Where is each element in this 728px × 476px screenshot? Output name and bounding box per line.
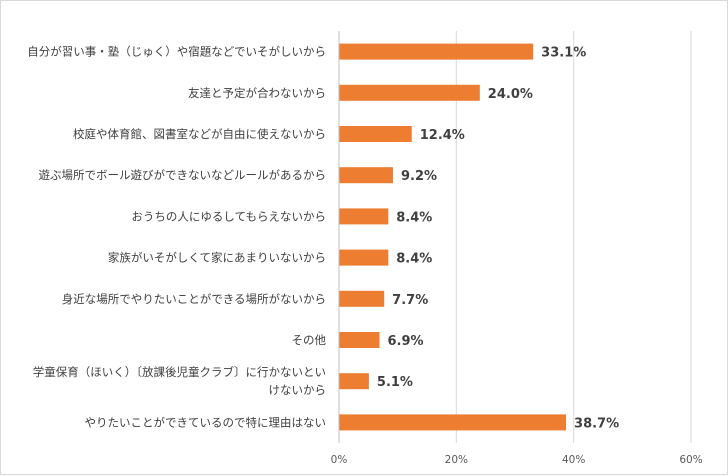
data-label: 7.7% xyxy=(392,293,428,308)
category-label: 自分が習い事・塾（じゅく）や宿題などでいそがしいから xyxy=(27,45,326,59)
data-label: 8.4% xyxy=(396,252,432,267)
data-label: 24.0% xyxy=(488,87,533,102)
data-label: 5.1% xyxy=(377,375,413,390)
data-label: 38.7% xyxy=(574,416,619,431)
x-tick-label: 60% xyxy=(679,454,702,466)
bar xyxy=(339,373,369,390)
x-tick-label: 0% xyxy=(331,454,348,466)
bar xyxy=(339,290,385,307)
bar xyxy=(339,332,380,348)
bar xyxy=(339,43,534,60)
category-label: 家族がいそがしくて家にあまりいないから xyxy=(108,251,326,265)
category-label: やりたいことができているので特に理由はない xyxy=(85,415,327,429)
category-label: その他 xyxy=(292,333,327,347)
data-label: 6.9% xyxy=(387,334,423,349)
x-tick-label: 20% xyxy=(445,454,468,466)
bar xyxy=(339,167,393,184)
data-label: 12.4% xyxy=(420,128,465,143)
bar xyxy=(339,126,412,142)
data-label: 8.4% xyxy=(396,210,432,225)
bar xyxy=(339,414,567,431)
data-label: 33.1% xyxy=(541,46,586,61)
category-label: 校庭や体育館、図書室などが自由に使えないから xyxy=(73,127,326,141)
category-label: 遊ぶ場所でボール遊びができないなどルールがあるから xyxy=(39,168,327,182)
category-label: けないから xyxy=(269,383,327,397)
data-label: 9.2% xyxy=(401,169,437,184)
category-label: おうちの人にゆるしてもらえないから xyxy=(131,209,326,223)
x-tick-label: 40% xyxy=(562,454,585,466)
category-label: 身近な場所でやりたいことができる場所がないから xyxy=(62,292,326,306)
bar xyxy=(339,208,389,225)
category-label: 友達と予定が合わないから xyxy=(188,86,326,100)
bar xyxy=(339,249,389,266)
bar xyxy=(339,84,480,101)
category-label: 学童保育（ほいく）〔放課後児童クラブ〕に行かないとい xyxy=(33,365,326,379)
